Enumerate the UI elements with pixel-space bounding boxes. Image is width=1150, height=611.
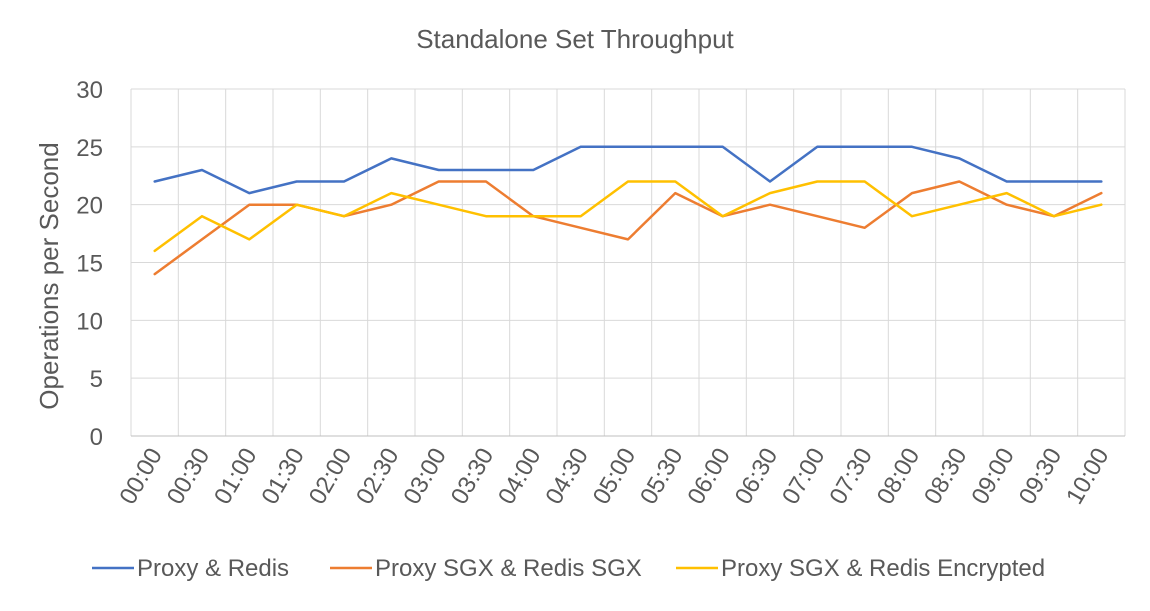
x-tick-label: 00:30 (162, 444, 215, 510)
x-tick-label: 07:00 (777, 444, 830, 510)
y-tick-label: 30 (76, 77, 103, 104)
x-tick-label: 10:00 (1061, 444, 1114, 510)
legend: Proxy & Redis Proxy SGX & Redis SGX Proxy … (92, 555, 1045, 582)
x-tick-label: 02:30 (351, 444, 404, 510)
y-tick-label: 25 (76, 135, 103, 162)
x-tick-label: 01:00 (209, 444, 262, 510)
legend-label: Proxy SGX & Redis Encrypted (721, 555, 1045, 582)
chart-title: Standalone Set Throughput (416, 24, 734, 54)
x-tick-label: 04:00 (493, 444, 546, 510)
y-tick-label: 5 (90, 366, 103, 393)
x-tick-label: 05:30 (635, 444, 688, 510)
gridlines (130, 88, 1126, 436)
y-tick-label: 10 (76, 308, 103, 335)
x-tick-label: 01:30 (256, 444, 309, 510)
series-line-3 (153, 180, 1103, 253)
y-tick-labels: 0 5 10 15 20 25 30 (76, 77, 103, 451)
legend-label: Proxy SGX & Redis SGX (375, 555, 642, 582)
series-lines (153, 145, 1103, 276)
y-tick-label: 0 (90, 424, 103, 451)
x-tick-label: 05:00 (588, 444, 641, 510)
y-axis-label: Operations per Second (34, 142, 64, 409)
x-tick-label: 06:30 (730, 444, 783, 510)
y-tick-label: 20 (76, 193, 103, 220)
x-tick-label: 08:30 (919, 443, 972, 509)
series-line-1 (153, 145, 1103, 195)
x-tick-label: 03:00 (398, 444, 451, 510)
x-tick-label: 09:00 (966, 444, 1019, 510)
series-line-2 (153, 180, 1103, 276)
x-tick-label: 09:30 (1014, 444, 1067, 510)
x-tick-label: 08:00 (872, 444, 925, 510)
legend-label: Proxy & Redis (137, 555, 289, 582)
x-tick-label: 06:00 (682, 444, 735, 510)
x-tick-label: 04:30 (540, 444, 593, 510)
x-tick-label: 03:30 (446, 444, 499, 510)
y-tick-label: 15 (76, 251, 103, 278)
x-tick-label: 02:00 (304, 444, 357, 510)
x-tick-labels: 00:0000:3001:0001:3002:0002:3003:0003:30… (114, 443, 1114, 509)
x-tick-label: 07:30 (824, 444, 877, 510)
x-tick-label: 00:00 (114, 444, 167, 510)
